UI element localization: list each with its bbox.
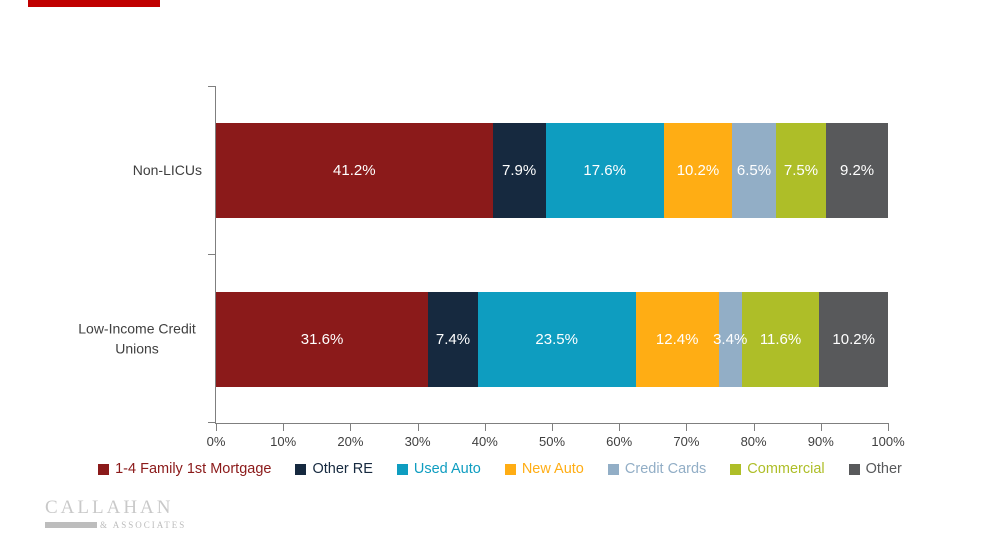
bar-segment-other: 10.2% [819, 292, 888, 387]
value-label: 6.5% [736, 162, 772, 179]
value-label: 10.2% [676, 162, 720, 179]
legend-item-other-re: Other RE [295, 461, 373, 477]
value-label: 41.2% [333, 162, 376, 179]
legend-item-1-4-family-1st-mortgage: 1-4 Family 1st Mortgage [98, 461, 271, 477]
value-label: 9.2% [839, 162, 875, 179]
x-axis-tick [820, 423, 822, 431]
x-axis-tick-label: 30% [404, 434, 431, 449]
legend-marker-new-auto [504, 463, 516, 475]
legend-item-used-auto: Used Auto [396, 461, 481, 477]
legend: 1-4 Family 1st Mortgage Other RE Used Auto… [0, 461, 1000, 477]
plot-area: 41.2% 7.9% 17.6% 10.2% 6.5% 7.5% 9.2% 31.6% 7.4%… [207, 86, 905, 449]
value-label: 10.2% [832, 331, 875, 348]
x-axis-tick [417, 423, 419, 431]
legend-marker-1-4-family-1st-mortgage [98, 463, 110, 475]
logo-bar [45, 522, 97, 528]
bar-row-non-licus: 41.2% 7.9% 17.6% 10.2% 6.5% 7.5% 9.2% [216, 123, 888, 218]
legend-marker-credit-cards [607, 463, 619, 475]
bar-segment-used-auto: 23.5% [477, 292, 636, 387]
x-axis-tick-label: 60% [606, 434, 633, 449]
y-axis-tick [208, 86, 216, 87]
bar-segment-used-auto: 17.6% [545, 123, 664, 218]
legend-label-credit-cards: Credit Cards [624, 461, 707, 477]
value-label: 31.6% [300, 331, 344, 348]
legend-marker-used-auto [396, 463, 408, 475]
legend-item-commercial: Commercial [730, 461, 825, 477]
x-axis-tick-label: 100% [871, 434, 905, 449]
logo-wordmark: CALLAHAN [45, 497, 174, 518]
top-red-banner [28, 0, 160, 7]
category-label-low-income-credit-unions: Low-Income Credit Unions [78, 320, 196, 357]
x-axis-tick-label: 90% [807, 434, 834, 449]
value-label: 12.4% [655, 331, 699, 348]
value-label: 7.4% [435, 331, 471, 348]
logo-associates: & ASSOCIATES [100, 520, 187, 530]
legend-label-other-re: Other RE [312, 461, 373, 477]
x-axis-tick-label: 50% [538, 434, 566, 449]
legend-marker-other-re [295, 463, 307, 475]
x-axis-tick [283, 423, 285, 431]
value-label: 17.6% [583, 162, 626, 179]
legend-item-new-auto: New Auto [504, 461, 584, 477]
bar-segment-other-re: 7.9% [492, 123, 546, 218]
legend-label-1-4-family-1st-mortgage: 1-4 Family 1st Mortgage [115, 461, 272, 477]
legend-item-credit-cards: Credit Cards [607, 461, 707, 477]
legend-marker-commercial [730, 463, 742, 475]
x-axis-tick [619, 423, 621, 431]
x-axis-tick [753, 423, 755, 431]
y-axis-tick [208, 254, 216, 255]
legend-label-commercial: Commercial [747, 461, 825, 477]
x-axis-tick-label: 70% [673, 434, 700, 449]
x-axis-tick-label: 40% [471, 434, 498, 449]
value-label: 3.4% [713, 331, 748, 348]
x-axis-tick-label: 80% [740, 434, 767, 449]
legend-label-other: Other [865, 461, 902, 477]
x-axis-tick [350, 423, 352, 431]
value-label: 7.9% [501, 162, 537, 179]
bar-segment-new-auto: 12.4% [635, 292, 719, 387]
x-axis-tick [216, 423, 217, 431]
bar-segment-1-4-family-1st-mortgage: 41.2% [216, 123, 493, 218]
x-axis-tick-label: 0% [206, 434, 226, 449]
y-axis-tick [208, 422, 216, 423]
legend-marker-other [848, 463, 860, 475]
value-label: 11.6% [759, 331, 802, 348]
bar-row-low-income-credit-unions: 31.6% 7.4% 23.5% 12.4% 3.4% 11.6% 10.2% [216, 292, 888, 387]
bar-segment-other-re: 7.4% [428, 292, 478, 387]
x-axis-tick [888, 423, 889, 431]
bar-segment-commercial: 11.6% [741, 292, 820, 387]
legend-item-other: Other [848, 461, 902, 477]
x-axis-tick-label: 20% [337, 434, 364, 449]
callahan-logo: CALLAHAN & ASSOCIATES [45, 497, 186, 530]
bar-segment-other: 9.2% [826, 123, 888, 218]
x-axis-labels: 0% 10% 20% 30% 40% 50% 60% 70% 80% 90% 100% [207, 434, 905, 450]
x-axis-tick [686, 423, 688, 431]
x-axis-tick [552, 423, 553, 431]
legend-label-used-auto: Used Auto [413, 461, 481, 477]
bar-segment-commercial: 7.5% [775, 123, 827, 218]
bar-segment-credit-cards: 3.4% [713, 292, 747, 387]
logo-subline: & ASSOCIATES [45, 520, 186, 530]
category-label-non-licus: Non-LICUs [132, 161, 202, 178]
bar-segment-new-auto: 10.2% [663, 123, 733, 218]
x-axis-tick-label: 10% [270, 434, 297, 449]
bar-segment-credit-cards: 6.5% [732, 123, 776, 218]
x-axis-tick [484, 423, 486, 431]
value-label: 7.5% [783, 162, 819, 179]
bar-segment-1-4-family-1st-mortgage: 31.6% [216, 292, 429, 387]
category-labels: Non-LICUs Low-Income Credit Unions [0, 86, 205, 423]
legend-label-new-auto: New Auto [521, 461, 584, 477]
value-label: 23.5% [535, 331, 578, 348]
